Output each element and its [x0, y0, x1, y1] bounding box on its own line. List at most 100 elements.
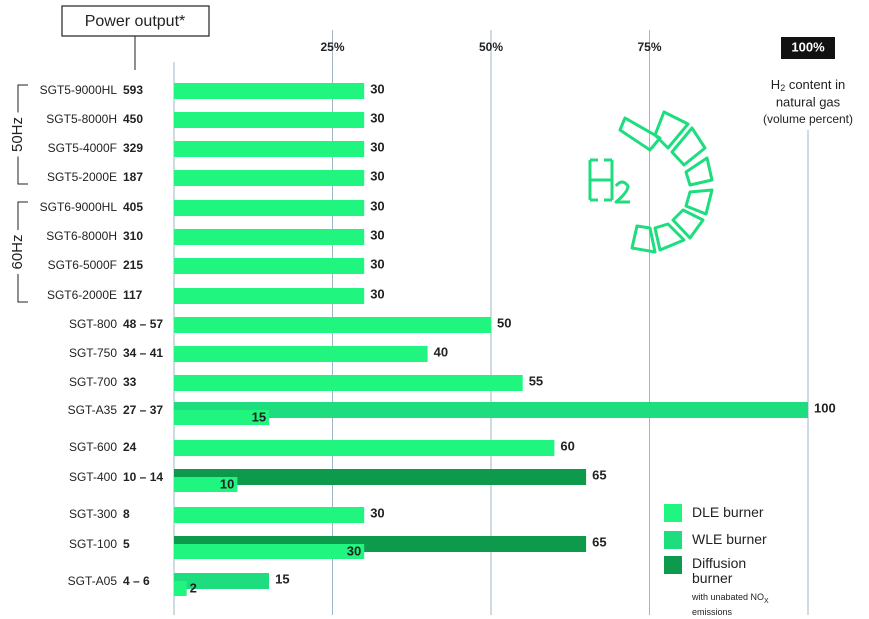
category-label: SGT-A05 — [68, 574, 118, 588]
bar — [174, 229, 365, 245]
group-bracket — [17, 201, 28, 303]
category-label: SGT6-5000F — [48, 258, 117, 272]
value-label: 30 — [370, 81, 384, 96]
annotation: (volume percent) — [763, 112, 853, 126]
title-box — [61, 5, 210, 37]
category-label: SGT5-8000H — [46, 112, 117, 126]
legend-item: WLE burner — [664, 531, 767, 549]
value-label: 15 — [275, 571, 289, 586]
legend-note: with unabated NOX emissions — [692, 592, 769, 617]
group-label: 60Hz — [9, 234, 26, 269]
power-output: 24 — [123, 440, 137, 454]
power-output: 10 – 14 — [123, 470, 163, 484]
bar — [174, 141, 365, 157]
bar — [174, 507, 365, 523]
value-label: 30 — [370, 139, 384, 154]
bar — [174, 200, 365, 216]
power-output: 33 — [123, 375, 137, 389]
power-output: 215 — [123, 258, 143, 272]
power-output: 593 — [123, 83, 143, 97]
value-label: 50 — [497, 315, 511, 330]
power-output: 48 – 57 — [123, 317, 163, 331]
category-label: SGT-800 — [69, 317, 117, 331]
bar — [174, 346, 428, 362]
value-label: 30 — [370, 227, 384, 242]
category-label: SGT6-8000H — [46, 229, 117, 243]
bar — [174, 477, 238, 492]
legend-label: Diffusion burner — [692, 555, 747, 586]
value-label: 100 — [814, 400, 836, 415]
tick-highlight — [781, 37, 835, 59]
category-label: SGT-300 — [69, 507, 117, 521]
chart-title: Power output* — [85, 13, 186, 30]
power-output: 450 — [123, 112, 143, 126]
bar — [174, 410, 270, 425]
bar — [174, 83, 365, 99]
bar — [174, 112, 365, 128]
power-output: 310 — [123, 229, 143, 243]
category-label: SGT-100 — [69, 537, 117, 551]
power-output: 5 — [123, 537, 130, 551]
category-label: SGT5-2000E — [47, 170, 117, 184]
power-output: 329 — [123, 141, 143, 155]
value-label: 30 — [370, 256, 384, 271]
legend-swatch — [664, 531, 682, 549]
bar — [174, 402, 808, 418]
category-label: SGT-700 — [69, 375, 117, 389]
value-label: 30 — [370, 110, 384, 125]
value-label: 10 — [220, 476, 234, 491]
category-label: SGT-400 — [69, 470, 117, 484]
value-label: 55 — [529, 373, 543, 388]
value-label: 15 — [252, 409, 266, 424]
value-label: 30 — [347, 543, 361, 558]
value-label: 30 — [370, 198, 384, 213]
power-output: 187 — [123, 170, 143, 184]
bar — [174, 170, 365, 186]
value-label: 65 — [592, 534, 606, 549]
legend-label: DLE burner — [692, 504, 764, 520]
legend-item: Diffusion burner — [664, 556, 762, 586]
legend-item: DLE burner — [664, 504, 764, 522]
bar — [174, 469, 587, 485]
bar — [174, 581, 187, 596]
value-label: 65 — [592, 467, 606, 482]
power-output: 34 – 41 — [123, 346, 163, 360]
category-label: SGT6-2000E — [47, 288, 117, 302]
category-label: SGT5-9000HL — [40, 83, 118, 97]
annotation: H2 content in — [771, 77, 845, 93]
category-label: SGT-A35 — [68, 403, 118, 417]
annotation: natural gas — [776, 94, 841, 109]
x-tick-label: 75% — [637, 40, 661, 54]
legend-label: WLE burner — [692, 531, 767, 547]
category-label: SGT6-9000HL — [40, 200, 118, 214]
bar — [174, 288, 365, 304]
power-output: 8 — [123, 507, 130, 521]
value-label: 30 — [370, 168, 384, 183]
bar — [174, 440, 555, 456]
category-label: SGT-600 — [69, 440, 117, 454]
group-label: 50Hz — [9, 117, 26, 152]
value-label: 60 — [560, 438, 574, 453]
x-tick-label: 100% — [791, 39, 825, 54]
power-output: 4 – 6 — [123, 574, 150, 588]
value-label: 30 — [370, 286, 384, 301]
x-tick-label: 50% — [479, 40, 503, 54]
legend-swatch — [664, 504, 682, 522]
group-bracket — [17, 84, 28, 185]
x-tick-label: 25% — [320, 40, 344, 54]
category-label: SGT-750 — [69, 346, 117, 360]
bar — [174, 258, 365, 274]
bar — [174, 573, 270, 589]
power-output: 405 — [123, 200, 143, 214]
bar — [174, 317, 491, 333]
power-output: 27 – 37 — [123, 403, 163, 417]
bar — [174, 544, 365, 559]
value-label: 2 — [190, 580, 197, 595]
h2-logo — [588, 110, 714, 254]
bar — [174, 375, 523, 391]
power-output: 117 — [123, 288, 143, 302]
value-label: 30 — [370, 505, 384, 520]
value-label: 40 — [434, 344, 448, 359]
